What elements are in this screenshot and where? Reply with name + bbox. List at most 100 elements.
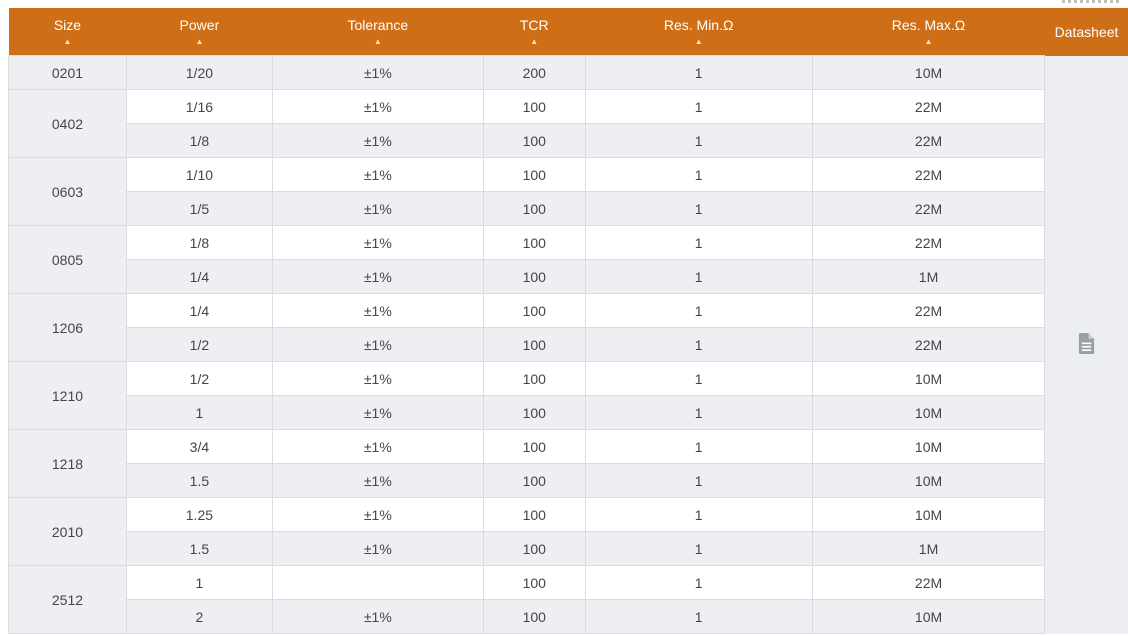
tolerance-cell: ±1% bbox=[271, 531, 484, 566]
power-cell: 1/8 bbox=[125, 123, 273, 158]
column-header-res-min[interactable]: Res. Min.Ω ▲ bbox=[585, 8, 813, 56]
tolerance-cell: ±1% bbox=[271, 361, 484, 396]
sort-asc-icon: ▲ bbox=[63, 37, 72, 46]
tcr-cell: 100 bbox=[482, 463, 586, 498]
res-min-cell: 1 bbox=[584, 123, 813, 158]
res-min-cell: 1 bbox=[584, 565, 813, 600]
column-header-label: TCR bbox=[519, 17, 549, 33]
size-cell: 2010 bbox=[8, 497, 127, 566]
power-cell: 1/4 bbox=[125, 293, 273, 328]
res-min-cell: 1 bbox=[584, 599, 813, 634]
column-header-power[interactable]: Power ▲ bbox=[126, 8, 273, 56]
column-header-tolerance[interactable]: Tolerance ▲ bbox=[272, 8, 484, 56]
res-min-cell: 1 bbox=[584, 327, 813, 362]
table-row: 1.5 ±1% 100 1 10M bbox=[9, 463, 1128, 498]
tolerance-cell: ±1% bbox=[271, 395, 484, 430]
tolerance-cell: ±1% bbox=[271, 225, 484, 260]
tolerance-cell bbox=[271, 565, 484, 600]
column-header-tcr[interactable]: TCR ▲ bbox=[483, 8, 586, 56]
res-max-cell: 1M bbox=[811, 531, 1046, 566]
res-max-cell: 22M bbox=[811, 191, 1046, 226]
res-min-cell: 1 bbox=[584, 225, 813, 260]
table-row: 1210 1/2 ±1% 100 1 10M bbox=[8, 361, 1128, 430]
tolerance-cell: ±1% bbox=[271, 259, 484, 294]
resistor-spec-table: Size ▲ Power ▲ Tolerance ▲ TCR ▲ Res. Min.Ω ▲ Res.… bbox=[8, 8, 1128, 634]
tolerance-cell: ±1% bbox=[271, 463, 484, 498]
column-header-size[interactable]: Size ▲ bbox=[8, 8, 127, 56]
column-header-label: Res. Min.Ω bbox=[663, 17, 734, 33]
res-max-cell: 1M bbox=[811, 259, 1046, 294]
tcr-cell: 100 bbox=[482, 429, 586, 464]
table-row: 0402 1/16 ±1% 100 1 22M bbox=[8, 89, 1128, 158]
res-min-cell: 1 bbox=[584, 157, 813, 192]
power-cell: 1/4 bbox=[125, 259, 273, 294]
res-max-cell: 22M bbox=[811, 157, 1046, 192]
res-max-cell: 10M bbox=[811, 55, 1046, 90]
table-row: 1/8 ±1% 100 1 22M bbox=[9, 123, 1128, 158]
power-cell: 1/10 bbox=[125, 157, 273, 192]
table-row: 0201 1/20 ±1% 200 1 10M bbox=[8, 55, 1128, 634]
power-cell: 1.5 bbox=[125, 531, 273, 566]
sort-asc-icon: ▲ bbox=[924, 37, 933, 46]
power-cell: 1/2 bbox=[125, 327, 273, 362]
res-min-cell: 1 bbox=[584, 191, 813, 226]
table-row: 1/2 ±1% 100 1 22M bbox=[9, 327, 1128, 362]
tolerance-cell: ±1% bbox=[271, 157, 484, 192]
tcr-cell: 100 bbox=[482, 361, 586, 396]
tolerance-cell: ±1% bbox=[271, 497, 484, 532]
column-header-label: Res. Max.Ω bbox=[891, 17, 966, 33]
size-cell: 1218 bbox=[8, 429, 127, 498]
res-min-cell: 1 bbox=[584, 293, 813, 328]
tolerance-cell: ±1% bbox=[271, 293, 484, 328]
column-header-label: Tolerance bbox=[347, 17, 409, 33]
power-cell: 1/5 bbox=[125, 191, 273, 226]
table-row: 1 ±1% 100 1 10M bbox=[9, 395, 1128, 430]
res-max-cell: 22M bbox=[811, 565, 1046, 600]
datasheet-cell bbox=[1044, 55, 1128, 634]
res-max-cell: 22M bbox=[811, 293, 1046, 328]
res-min-cell: 1 bbox=[584, 531, 813, 566]
tolerance-cell: ±1% bbox=[271, 89, 484, 124]
size-cell: 0201 bbox=[8, 55, 127, 90]
column-header-res-max[interactable]: Res. Max.Ω ▲ bbox=[812, 8, 1045, 56]
table-row: 1/4 ±1% 100 1 1M bbox=[9, 259, 1128, 294]
table-row: 1218 3/4 ±1% 100 1 10M bbox=[8, 429, 1128, 498]
tcr-cell: 100 bbox=[482, 599, 586, 634]
tcr-cell: 100 bbox=[482, 497, 586, 532]
res-min-cell: 1 bbox=[584, 395, 813, 430]
res-max-cell: 10M bbox=[811, 497, 1046, 532]
power-cell: 1.25 bbox=[125, 497, 273, 532]
table-row: 2512 1 100 1 22M bbox=[8, 565, 1128, 634]
res-min-cell: 1 bbox=[584, 361, 813, 396]
res-min-cell: 1 bbox=[584, 89, 813, 124]
table-row: 2010 1.25 ±1% 100 1 10M bbox=[8, 497, 1128, 566]
datasheet-document-icon[interactable] bbox=[1077, 332, 1096, 355]
power-cell: 1 bbox=[125, 395, 273, 430]
table-row: 0805 1/8 ±1% 100 1 22M bbox=[8, 225, 1128, 294]
size-cell: 0402 bbox=[8, 89, 127, 158]
table-row: 2 ±1% 100 1 10M bbox=[9, 599, 1128, 634]
res-min-cell: 1 bbox=[584, 429, 813, 464]
tcr-cell: 100 bbox=[482, 531, 586, 566]
res-max-cell: 22M bbox=[811, 123, 1046, 158]
res-max-cell: 10M bbox=[811, 361, 1046, 396]
table-row: 1.5 ±1% 100 1 1M bbox=[9, 531, 1128, 566]
table-row: 0603 1/10 ±1% 100 1 22M bbox=[8, 157, 1128, 226]
tcr-cell: 100 bbox=[482, 89, 586, 124]
table-row: 1/5 ±1% 100 1 22M bbox=[9, 191, 1128, 226]
sort-asc-icon: ▲ bbox=[694, 37, 703, 46]
table-header: Size ▲ Power ▲ Tolerance ▲ TCR ▲ Res. Min.Ω ▲ Res.… bbox=[8, 8, 1128, 56]
tcr-cell: 100 bbox=[482, 565, 586, 600]
tcr-cell: 100 bbox=[482, 191, 586, 226]
res-min-cell: 1 bbox=[584, 55, 813, 90]
tolerance-cell: ±1% bbox=[271, 327, 484, 362]
res-max-cell: 10M bbox=[811, 395, 1046, 430]
res-max-cell: 22M bbox=[811, 327, 1046, 362]
table-row: 1206 1/4 ±1% 100 1 22M bbox=[8, 293, 1128, 362]
header-row: Size ▲ Power ▲ Tolerance ▲ TCR ▲ Res. Min.Ω ▲ Res.… bbox=[8, 8, 1128, 56]
size-cell: 2512 bbox=[8, 565, 127, 634]
res-max-cell: 22M bbox=[811, 225, 1046, 260]
column-header-label: Size bbox=[53, 17, 82, 33]
power-cell: 1/8 bbox=[125, 225, 273, 260]
res-max-cell: 22M bbox=[811, 89, 1046, 124]
